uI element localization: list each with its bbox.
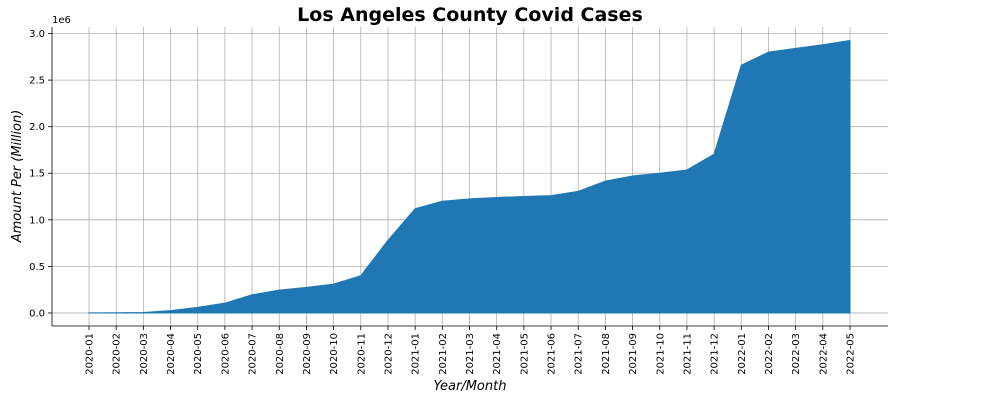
x-tick-label: 2020-02 [112,333,123,375]
y-offset-label: 1e6 [52,15,71,26]
x-tick-label: 2021-10 [655,333,666,375]
chart-title: Los Angeles County Covid Cases [297,4,643,26]
y-tick-label: 2.0 [29,122,45,133]
x-tick-label: 2022-04 [818,333,829,375]
y-tick-label: 0.5 [29,262,45,273]
x-tick-label: 2021-09 [628,333,639,375]
x-tick-label: 2021-07 [574,333,585,375]
x-tick-label: 2020-05 [193,333,204,375]
x-tick-label: 2022-01 [737,333,748,375]
x-tick-label: 2020-10 [329,333,340,375]
y-axis-label: Amount Per (Million) [10,110,25,244]
y-tick-label: 1.0 [29,215,45,226]
area-series [88,39,851,314]
x-tick-label: 2021-03 [465,333,476,375]
x-tick-label: 2021-01 [411,333,422,375]
x-tick-label: 2022-02 [764,333,775,375]
x-tick-label: 2021-08 [601,333,612,375]
x-tick-label: 2021-05 [519,333,530,375]
x-tick-label: 2020-09 [302,333,313,375]
y-tick-label: 2.5 [29,76,45,87]
x-tick-label: 2020-08 [275,333,286,375]
x-tick-label: 2020-12 [383,333,394,375]
y-tick-label: 0.0 [29,308,45,319]
x-tick-label: 2020-07 [248,333,259,375]
ticks: 0.0 0.5 1.0 1.5 2.0 2.5 3.0 2020-01 2020-02 2020-… [29,29,856,375]
x-tick-label: 2022-05 [846,333,857,375]
x-tick-label: 2020-04 [166,333,177,375]
x-tick-label: 2022-03 [791,333,802,375]
x-tick-label: 2020-11 [356,333,367,375]
y-tick-label: 3.0 [29,29,45,40]
x-axis-label: Year/Month [434,379,507,394]
y-tick-label: 1.5 [29,169,45,180]
x-tick-label: 2021-11 [682,333,693,375]
axes [51,27,888,327]
x-tick-label: 2021-06 [547,333,558,375]
x-tick-label: 2020-01 [85,333,96,375]
x-tick-label: 2021-02 [438,333,449,375]
x-tick-label: 2020-03 [139,333,150,375]
area-fill [88,39,851,314]
x-tick-label: 2021-04 [492,333,503,375]
x-tick-label: 2021-12 [710,333,721,375]
x-tick-label: 2020-06 [220,333,231,375]
